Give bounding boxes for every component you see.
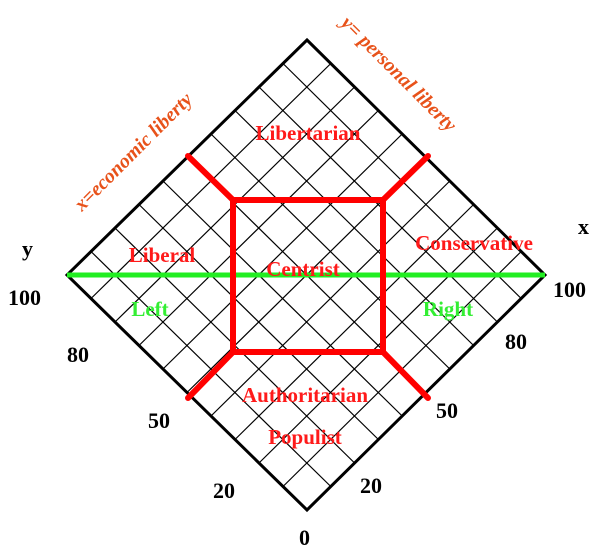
region-libertarian: Libertarian: [256, 121, 361, 145]
region-liberal: Liberal: [129, 243, 196, 267]
region-boundaries: [185, 153, 431, 401]
grid-line-x: [210, 133, 451, 370]
side-left: Left: [131, 297, 168, 321]
x-axis-letter: x: [578, 214, 589, 239]
side-right: Right: [423, 297, 473, 321]
boundary-bottom-left: [185, 349, 236, 401]
y-axis-letter: y: [22, 236, 33, 261]
grid-line-y: [138, 110, 379, 346]
boundary-bottom-right: [380, 349, 431, 401]
x-tick-100: 100: [553, 277, 586, 302]
grid-line-x: [234, 110, 475, 346]
region-centrist: Centrist: [266, 257, 339, 281]
boundary-top-left: [185, 153, 236, 203]
x-tick-80: 80: [505, 329, 527, 354]
region-authoritarian: Authoritarian: [242, 383, 368, 407]
diamond-outline: [64, 37, 548, 513]
x-tick-50: 50: [436, 398, 458, 423]
region-populist: Populist: [268, 425, 342, 449]
x-tick-20: 20: [360, 473, 382, 498]
boundary-top-right: [380, 153, 431, 203]
y-tick-50: 50: [148, 408, 170, 433]
grid-line-y: [162, 133, 403, 370]
y-tick-20: 20: [213, 478, 235, 503]
grid-line-x: [258, 86, 498, 323]
y-tick-80: 80: [67, 342, 89, 367]
region-conservative: Conservative: [415, 231, 533, 255]
origin-label: 0: [299, 525, 310, 550]
y-tick-100: 100: [8, 285, 41, 310]
x-axis-title: x=economic liberty: [69, 89, 197, 217]
y-axis-title: y= personal liberty: [335, 11, 461, 137]
